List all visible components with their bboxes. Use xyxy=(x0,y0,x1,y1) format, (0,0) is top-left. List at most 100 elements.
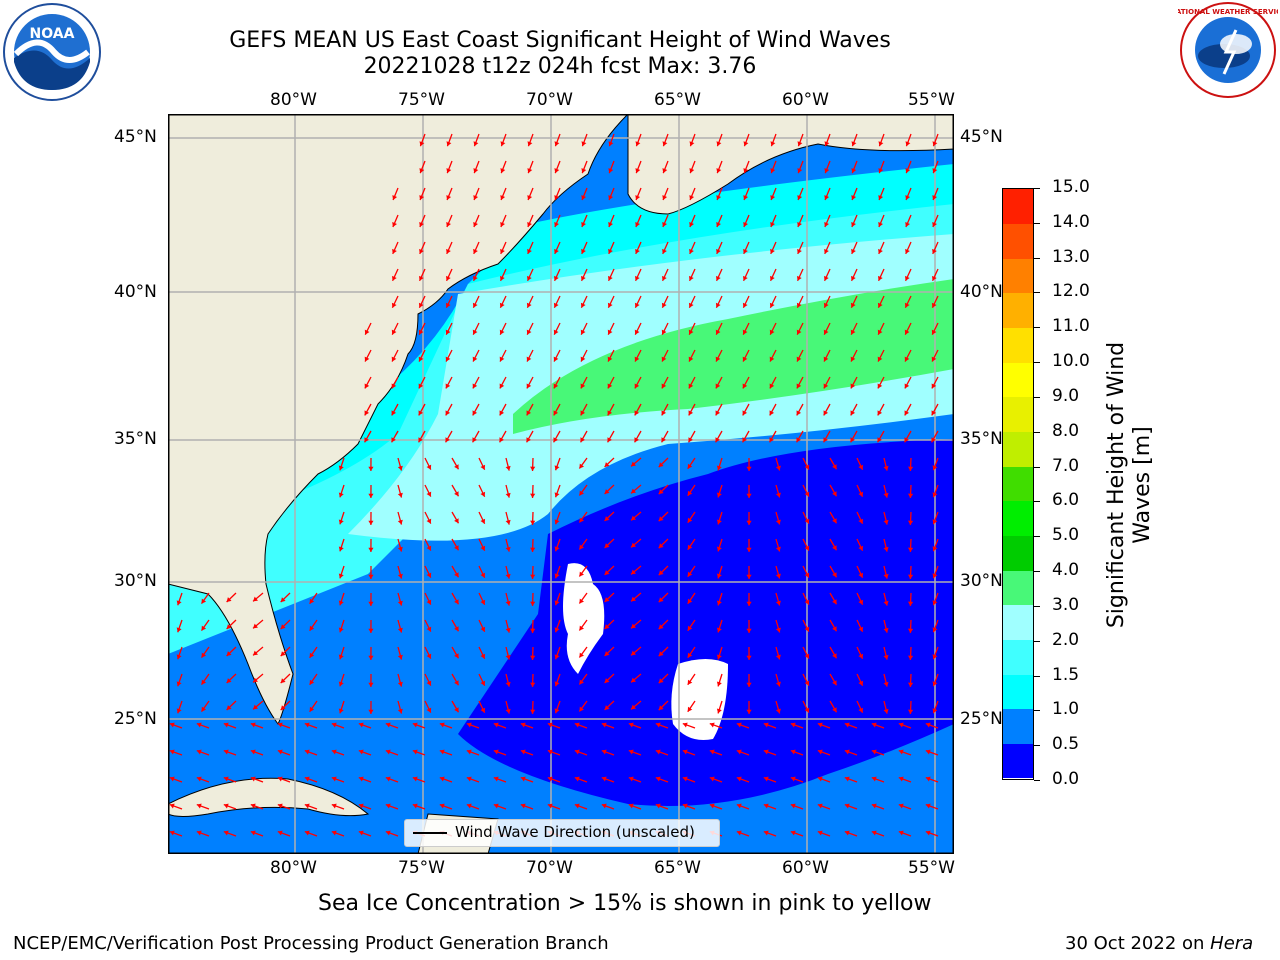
wind-arrow-head xyxy=(709,803,715,809)
wind-arrow-head xyxy=(445,329,451,335)
wind-arrow-head xyxy=(505,600,511,606)
land-cuba xyxy=(168,777,370,817)
wind-arrow-head xyxy=(746,547,752,552)
wind-arrow-head xyxy=(338,573,344,579)
wind-arrow-head xyxy=(871,830,877,836)
wind-arrow-head xyxy=(742,410,748,416)
wind-arrow-head xyxy=(419,275,424,281)
wind-arrow-head xyxy=(877,437,882,443)
wind-arrow-head xyxy=(445,410,451,416)
wind-arrow-head xyxy=(631,704,636,710)
wind-arrow-head xyxy=(851,222,856,227)
wind-arrow-head xyxy=(530,628,536,633)
wind-arrow-head xyxy=(851,248,856,254)
wind-arrow-head xyxy=(580,437,585,443)
wind-arrow-head xyxy=(796,410,802,416)
wind-arrow-head xyxy=(607,437,612,443)
wind-arrow-head xyxy=(419,195,425,201)
wind-arrow-head xyxy=(607,410,613,416)
wind-arrow-head xyxy=(804,572,810,578)
wind-arrow-head xyxy=(844,803,850,809)
wind-arrow-head xyxy=(932,222,937,227)
wind-arrow-head xyxy=(689,222,694,227)
wind-arrow-head xyxy=(277,776,283,782)
wind-arrow-head xyxy=(364,410,370,416)
wind-arrow-head xyxy=(500,195,506,201)
wind-arrow-head xyxy=(832,707,837,713)
wind-arrow-head xyxy=(364,437,369,443)
wind-arrow-head xyxy=(763,776,769,782)
wind-arrow-head xyxy=(877,329,883,335)
wind-arrow-head xyxy=(804,707,810,713)
wind-arrow-head xyxy=(858,464,864,470)
wind-arrow-head xyxy=(655,776,661,782)
lat-tick-left: 30°N xyxy=(114,571,157,591)
wind-arrow-head xyxy=(547,803,553,809)
wind-arrow-head xyxy=(385,830,391,836)
wind-arrow-head xyxy=(304,749,310,755)
wind-arrow-head xyxy=(661,410,667,416)
wind-arrow-head xyxy=(832,599,837,605)
wind-arrow-head xyxy=(823,329,829,335)
wind-arrow-head xyxy=(304,803,310,809)
colorbar-tick-label: 15.0 xyxy=(1052,177,1090,197)
nws-logo-text: NATIONAL WEATHER SERVICE xyxy=(1178,8,1278,16)
wind-arrow-head xyxy=(908,466,914,471)
wind-arrow-head xyxy=(309,706,315,712)
wind-arrow-head xyxy=(579,598,584,604)
wind-arrow-head xyxy=(201,598,207,604)
lat-tick-right: 45°N xyxy=(960,127,1003,147)
wind-arrow-head xyxy=(253,677,258,683)
wind-arrow-head xyxy=(397,600,403,606)
colorbar-tick-mark xyxy=(1034,710,1040,712)
legend-line-swatch xyxy=(413,832,447,834)
wind-arrow-head xyxy=(908,601,914,606)
wave-contour-0-0.5 xyxy=(458,439,954,806)
wind-arrow-head xyxy=(769,383,775,389)
colorbar-tick-mark xyxy=(1034,222,1040,224)
wind-arrow-head xyxy=(631,650,636,656)
lon-tick-bottom: 75°W xyxy=(398,858,445,878)
wind-arrow-head xyxy=(688,302,694,308)
wind-arrow-head xyxy=(878,222,883,227)
wind-arrow-head xyxy=(904,356,910,362)
wind-arrow-head xyxy=(844,830,850,836)
wind-arrow-head xyxy=(500,168,506,174)
wind-arrow-head xyxy=(775,654,781,660)
wind-arrow-head xyxy=(397,519,403,525)
wind-arrow-head xyxy=(687,652,693,658)
wind-arrow-head xyxy=(554,600,560,606)
wind-arrow-head xyxy=(358,749,364,755)
wind-arrow-head xyxy=(604,543,610,548)
wind-arrow-head xyxy=(397,654,403,660)
wind-arrow-head xyxy=(505,492,511,498)
wind-arrow-head xyxy=(804,464,810,470)
wind-arrow-head xyxy=(932,573,938,579)
wind-arrow-head xyxy=(547,749,553,755)
wind-arrow-head xyxy=(905,222,910,227)
wind-arrow-head xyxy=(883,546,889,552)
wind-arrow-head xyxy=(770,248,775,254)
wind-arrow-head xyxy=(201,679,207,685)
wind-arrow-head xyxy=(844,722,850,728)
wind-arrow-head xyxy=(505,708,511,714)
wind-arrow-head xyxy=(607,383,613,389)
wind-arrow-head xyxy=(746,466,752,471)
wind-arrow-head xyxy=(391,329,397,335)
wind-arrow-head xyxy=(742,437,747,443)
wind-arrow-head xyxy=(823,356,829,362)
wind-arrow-head xyxy=(607,356,613,362)
wind-arrows xyxy=(169,133,939,837)
wind-arrow-head xyxy=(716,627,722,633)
wind-arrow-head xyxy=(905,248,910,254)
wind-arrow-head xyxy=(169,722,175,728)
wind-arrow-head xyxy=(579,544,584,550)
wind-arrow-head xyxy=(746,628,752,633)
wind-arrow-head xyxy=(790,722,796,728)
footer-credit: NCEP/EMC/Verification Post Processing Pr… xyxy=(13,933,609,954)
wind-arrow-head xyxy=(775,708,781,714)
wind-arrow-head xyxy=(480,572,486,578)
wind-arrow-head xyxy=(397,681,403,687)
footer-date-text: 30 Oct 2022 on xyxy=(1065,933,1211,954)
wind-arrow-head xyxy=(746,574,752,579)
